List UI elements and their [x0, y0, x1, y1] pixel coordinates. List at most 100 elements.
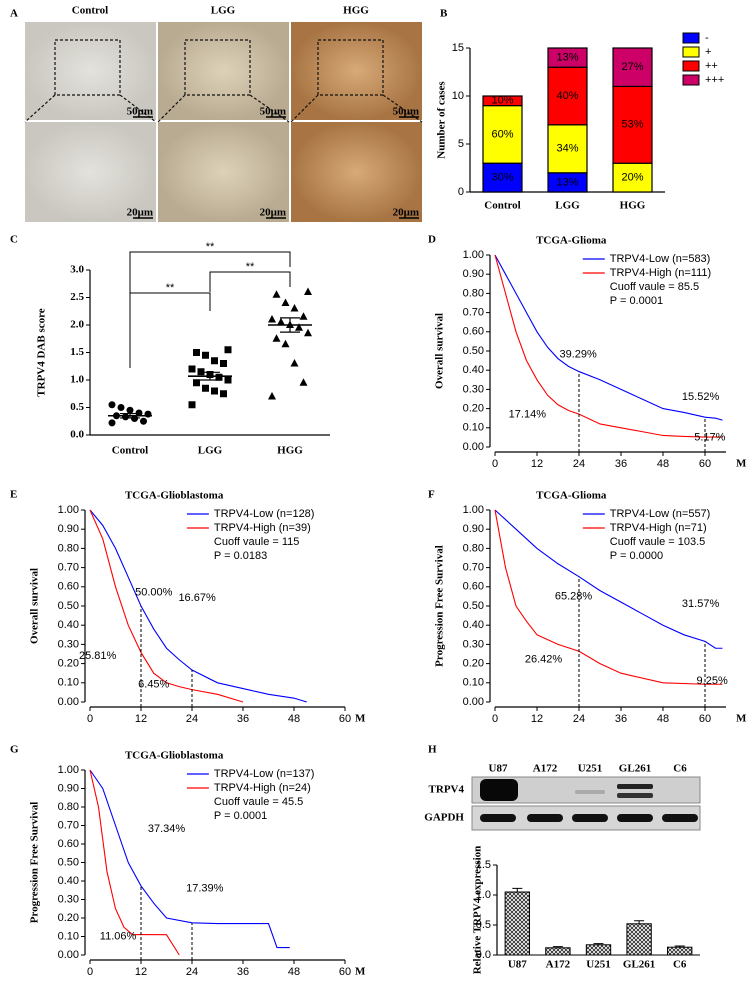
y-tick-label: 15 [452, 42, 464, 54]
y-tick-label: 0.10 [58, 930, 79, 942]
y-tick-label: 1.0 [70, 374, 84, 386]
scale-bar-label: 20μm [393, 207, 419, 219]
y-tick-label: 0.60 [463, 581, 484, 593]
survival-curve [494, 254, 723, 421]
band [662, 814, 698, 822]
scale-bar-label: 20μm [127, 207, 153, 219]
y-tick-label: 0.40 [58, 619, 79, 631]
x-tick-label: 24 [573, 713, 585, 725]
annotation: 65.28% [555, 590, 593, 602]
y-tick-label: 0.0 [70, 429, 84, 441]
ihc-image [291, 122, 422, 222]
x-tick-label: LGG [198, 445, 223, 457]
point [299, 312, 308, 320]
point [211, 387, 218, 395]
survival-curve [89, 509, 244, 703]
y-axis-label: Overall survival [29, 568, 41, 644]
y-tick-label: 0.70 [463, 307, 484, 319]
x-tick-label: U251 [586, 959, 610, 971]
survival-curve [89, 769, 290, 949]
column-title: LGG [211, 5, 236, 17]
bar [585, 944, 612, 956]
x-tick-label: 48 [288, 713, 300, 725]
y-tick-label: 1.00 [463, 249, 484, 261]
annotation: 50.00% [135, 586, 173, 598]
annotation: 9.25% [697, 675, 728, 687]
y-tick-label: 0.20 [463, 658, 484, 670]
annotation: 26.42% [525, 654, 563, 666]
point [211, 357, 218, 365]
y-axis-label: Relative TRPV4 expression [472, 846, 484, 975]
legend-swatch [682, 74, 700, 86]
y-tick-label: 0.20 [58, 658, 79, 670]
y-axis-label: Number of cases [436, 81, 448, 159]
bar-segment [482, 95, 523, 107]
x-tick-label: HGG [277, 445, 303, 457]
x-tick-label: 12 [135, 966, 147, 978]
y-tick-label: 0.0 [476, 949, 491, 961]
y-tick-label: 0.00 [58, 696, 79, 708]
annotation: 25.81% [79, 650, 117, 662]
y-tick-label: 0.50 [58, 856, 79, 868]
note: P = 0.0000 [610, 550, 663, 562]
significance: ** [166, 282, 175, 294]
x-tick-label: 48 [657, 713, 669, 725]
y-axis-label: Progression Free Survival [29, 802, 41, 924]
x-tick-label: 36 [237, 713, 249, 725]
x-tick-label: 0 [492, 458, 498, 470]
x-tick-label: 0 [492, 713, 498, 725]
note: Cuoff vaule = 115 [214, 536, 300, 548]
y-tick-label: 0.00 [58, 949, 79, 961]
y-tick-label: 3.0 [70, 264, 84, 276]
point [108, 401, 116, 409]
lane-label: GL261 [619, 763, 651, 775]
point [281, 339, 290, 348]
chart-title: TCGA-Glioblastoma [125, 750, 224, 762]
y-tick-label: 0.80 [58, 801, 79, 813]
y-axis-label: Progression Free Survival [434, 545, 446, 667]
error-bar [512, 887, 523, 892]
point [202, 384, 209, 392]
band [617, 814, 653, 822]
scale-bar-label: 50μm [260, 106, 286, 118]
y-tick-label: 0.50 [463, 345, 484, 357]
error-bar [552, 946, 563, 948]
chart-title: TCGA-Glioblastoma [125, 490, 224, 502]
legend-label: TRPV4-Low (n=557) [610, 508, 711, 520]
y-tick-label: 2.5 [70, 291, 84, 303]
significance: ** [206, 241, 215, 253]
x-tick-label: 12 [531, 713, 543, 725]
legend-label: TRPV4-High (n=24) [214, 782, 311, 794]
point [188, 365, 196, 373]
bar [545, 947, 571, 956]
value-label: 34% [556, 143, 578, 155]
y-tick-label: 1.5 [476, 859, 491, 871]
legend-label: TRPV4-Low (n=128) [214, 508, 315, 520]
point [220, 360, 227, 367]
bar [504, 891, 530, 956]
band [572, 814, 608, 822]
sem-bar [280, 317, 300, 333]
x-tick-label: HGG [620, 200, 646, 212]
error-bar [674, 945, 685, 948]
panel-label: E [10, 489, 17, 501]
x-tick-label: 36 [237, 966, 249, 978]
value-label: 40% [556, 90, 578, 102]
point [144, 410, 152, 418]
y-tick-label: 1.00 [58, 504, 79, 516]
lane-label: C6 [673, 763, 687, 775]
y-tick-label: 0.50 [463, 600, 484, 612]
x-tick-label: 24 [573, 458, 585, 470]
y-tick-label: 0.80 [58, 542, 79, 554]
lane-label: U87 [489, 763, 508, 775]
y-tick-label: 0.10 [463, 677, 484, 689]
bar-segment [612, 162, 653, 193]
y-tick-label: 0.50 [58, 600, 79, 612]
panel-label: A [10, 8, 18, 20]
legend-swatch [682, 46, 700, 58]
y-tick-label: 0.90 [58, 782, 79, 794]
sem-bar [120, 412, 140, 419]
y-tick-label: 0.5 [70, 401, 84, 413]
y-axis-label: TRPV4 DAB score [36, 308, 48, 397]
value-label: 20% [621, 172, 643, 184]
